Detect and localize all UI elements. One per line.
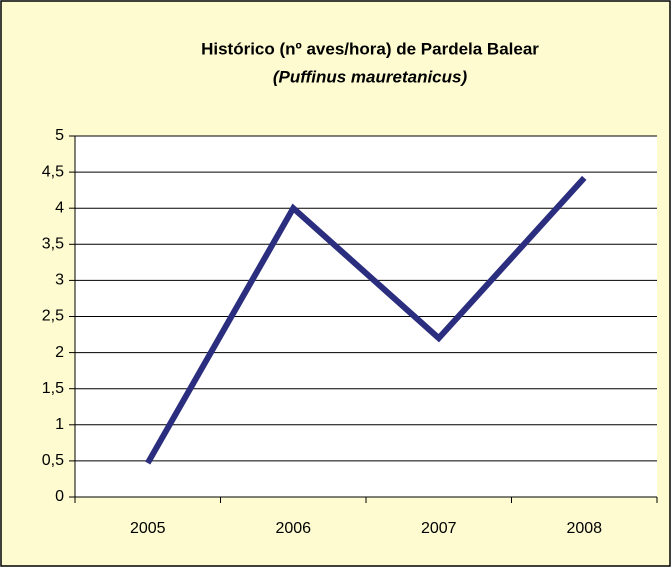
x-tick-label: 2006 xyxy=(275,520,311,537)
y-tick-label: 3,5 xyxy=(42,236,64,253)
chart-title: Histórico (nº aves/hora) de Pardela Bale… xyxy=(201,39,539,58)
y-tick-label: 2 xyxy=(55,344,64,361)
y-tick-label: 1,5 xyxy=(42,380,64,397)
chart-subtitle: (Puffinus mauretanicus) xyxy=(273,67,468,86)
y-tick-label: 4 xyxy=(55,199,64,216)
x-tick-label: 2005 xyxy=(130,520,166,537)
y-tick-label: 1 xyxy=(55,416,64,433)
x-tick-label: 2008 xyxy=(566,520,602,537)
x-tick-label: 2007 xyxy=(421,520,457,537)
y-tick-label: 0 xyxy=(55,488,64,505)
y-tick-label: 3 xyxy=(55,272,64,289)
data-line xyxy=(145,175,587,465)
y-tick-label: 5 xyxy=(55,127,64,144)
y-tick-label: 4,5 xyxy=(42,163,64,180)
y-tick-label: 0,5 xyxy=(42,452,64,469)
y-tick-label: 2,5 xyxy=(42,308,64,325)
